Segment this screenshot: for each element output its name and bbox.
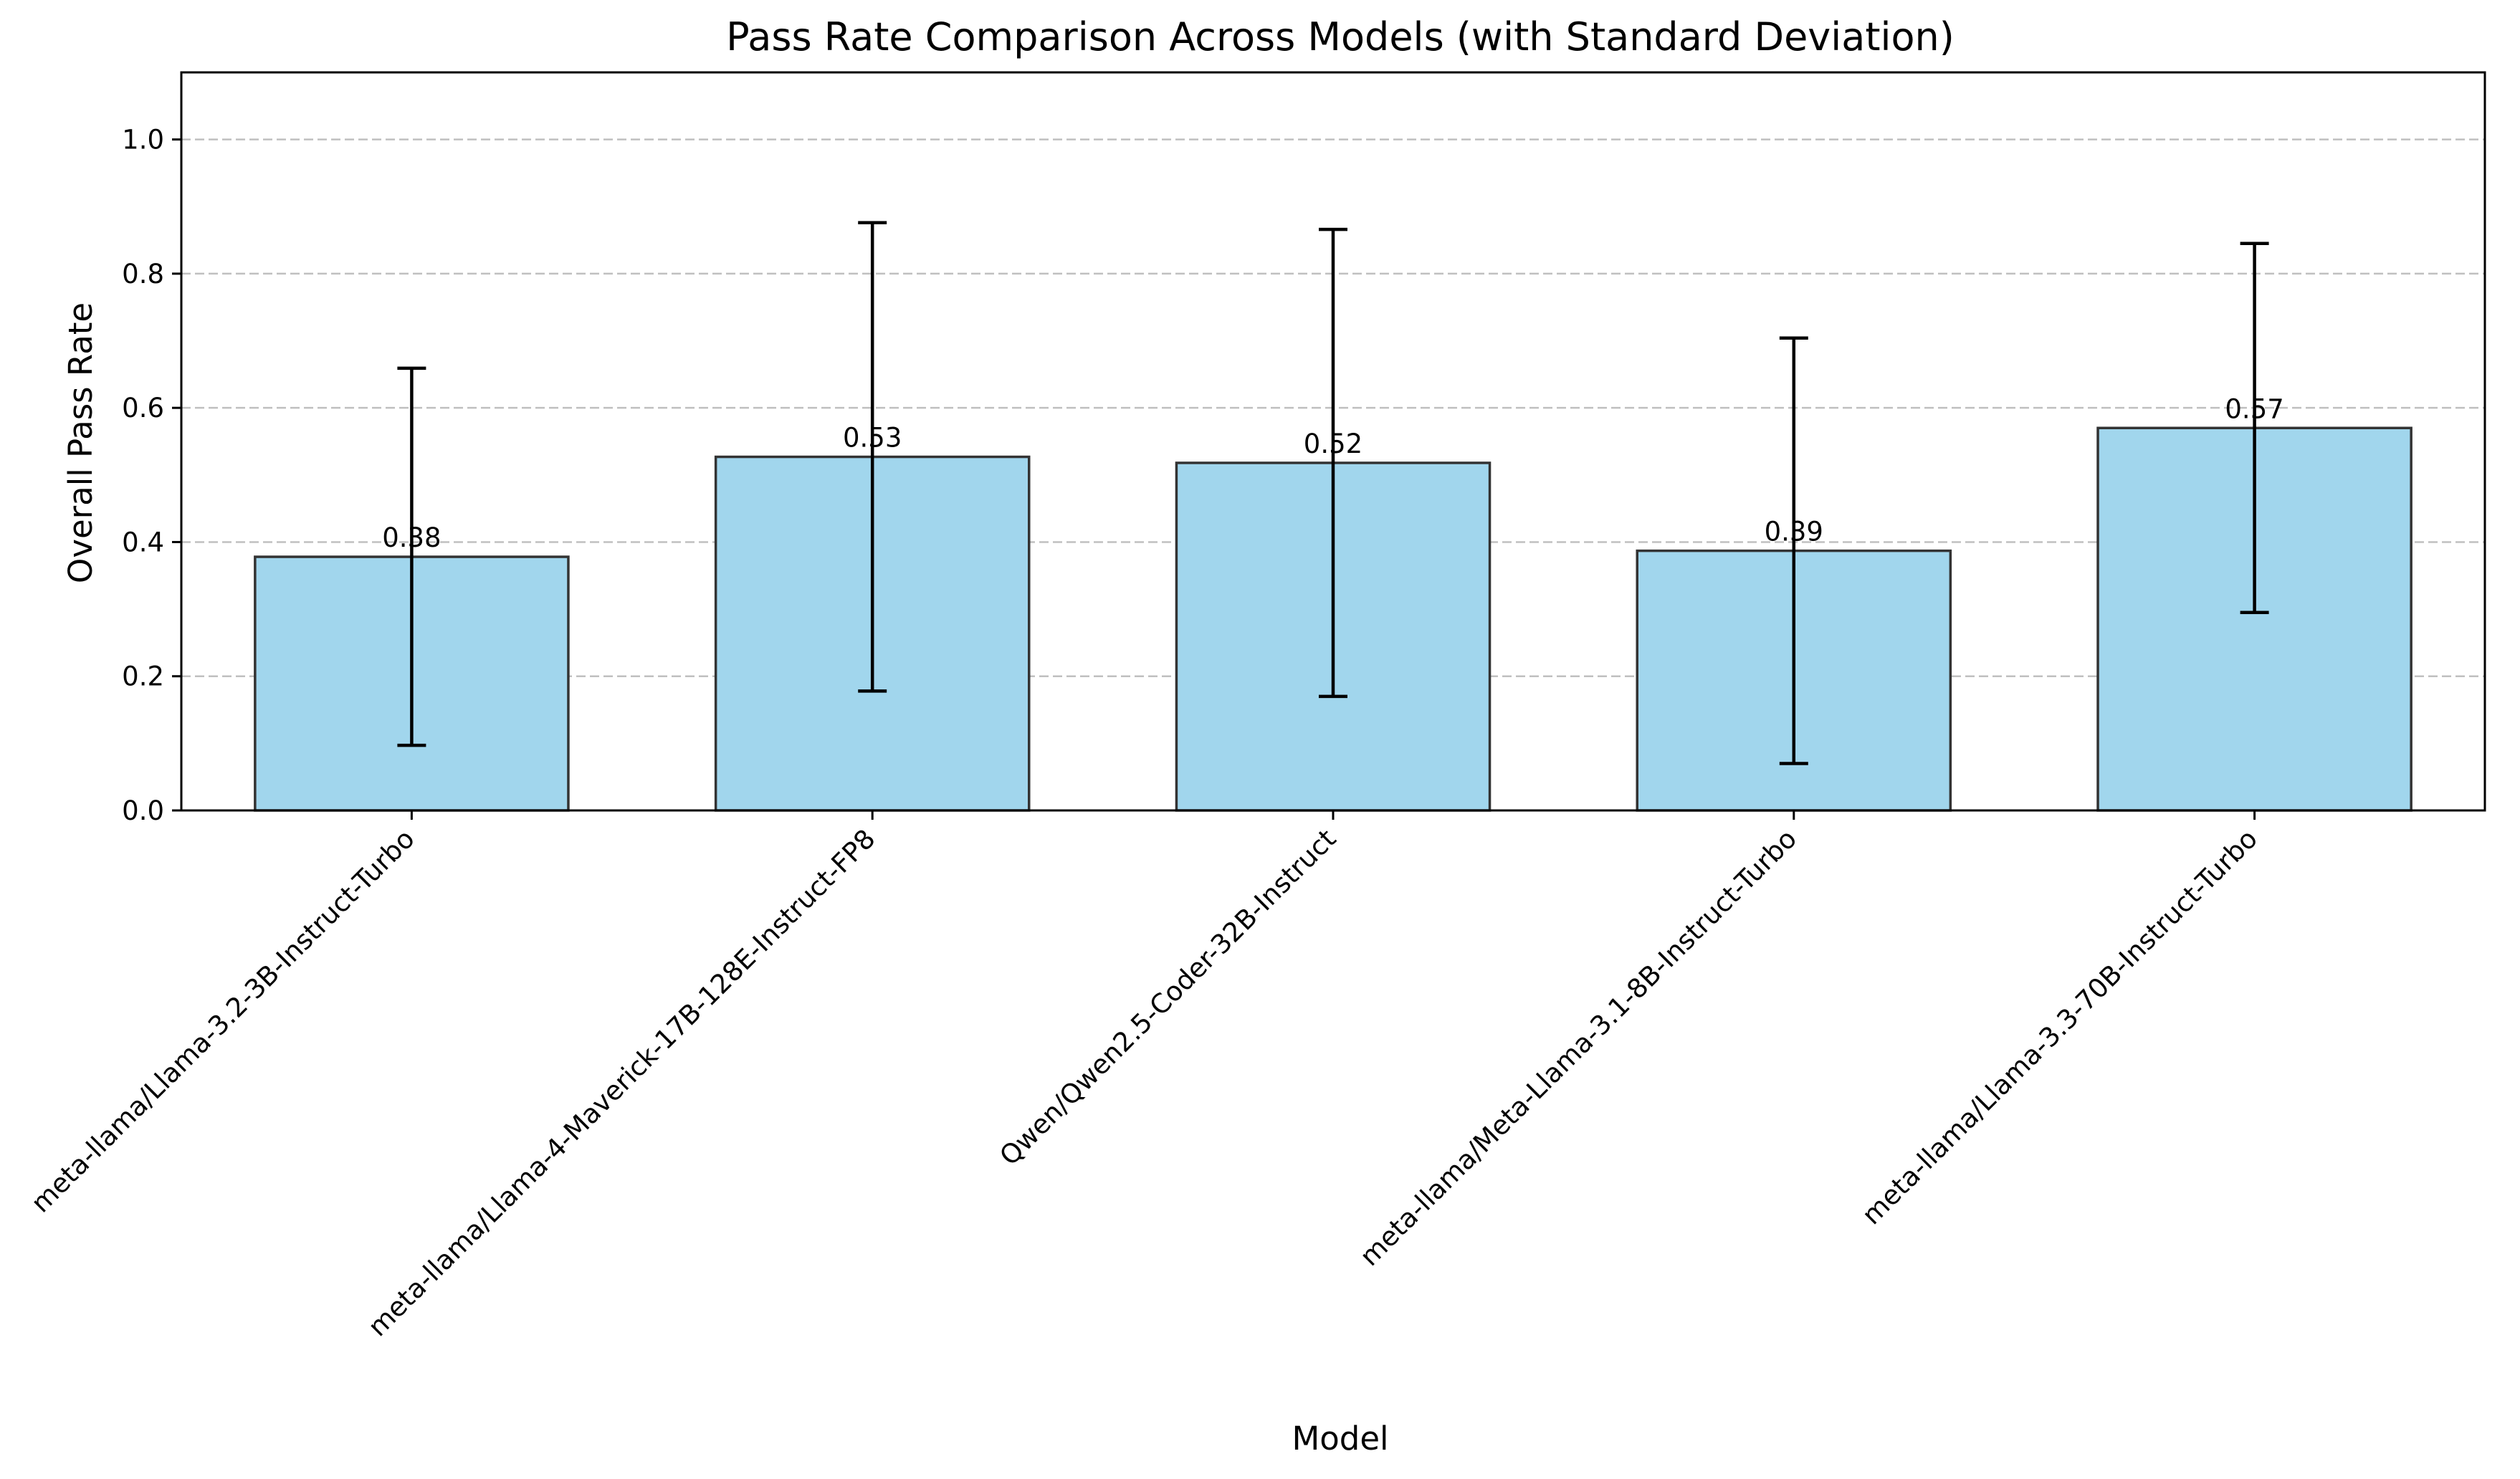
bar-value-label: 0.38: [382, 522, 441, 553]
y-tick-label: 0.8: [122, 259, 164, 289]
x-tick-label: meta-llama/Llama-3.2-3B-Instruct-Turbo: [25, 823, 421, 1219]
chart-title: Pass Rate Comparison Across Models (with…: [726, 14, 1955, 59]
y-tick-label: 1.0: [122, 125, 164, 155]
x-axis-title: Model: [1292, 1420, 1388, 1458]
error-bar-layer: [397, 221, 2269, 765]
value-label-layer: 0.38 0.53 0.52 0.39 0.57: [382, 393, 2284, 553]
y-tick-label: 0.4: [122, 527, 164, 557]
bar-value-label: 0.53: [843, 423, 902, 454]
bar-value-label: 0.52: [1304, 429, 1362, 459]
y-tick-label: 0.6: [122, 393, 164, 423]
bar-value-label: 0.39: [1765, 517, 1823, 547]
x-tick-label: meta-llama/Meta-Llama-3.1-8B-Instruct-Tu…: [1354, 823, 1803, 1272]
x-tick-label: meta-llama/Llama-4-Maverick-17B-128E-Ins…: [362, 823, 881, 1342]
bar-value-label: 0.57: [2225, 393, 2283, 424]
y-axis-title: Overall Pass Rate: [62, 302, 100, 583]
x-tick-label: Qwen/Qwen2.5-Coder-32B-Instruct: [993, 823, 1342, 1172]
y-tick-label: 0.2: [122, 661, 164, 692]
x-tick-label: meta-llama/Llama-3.3-70B-Instruct-Turbo: [1856, 823, 2263, 1230]
y-tick-label: 0.0: [122, 795, 164, 826]
